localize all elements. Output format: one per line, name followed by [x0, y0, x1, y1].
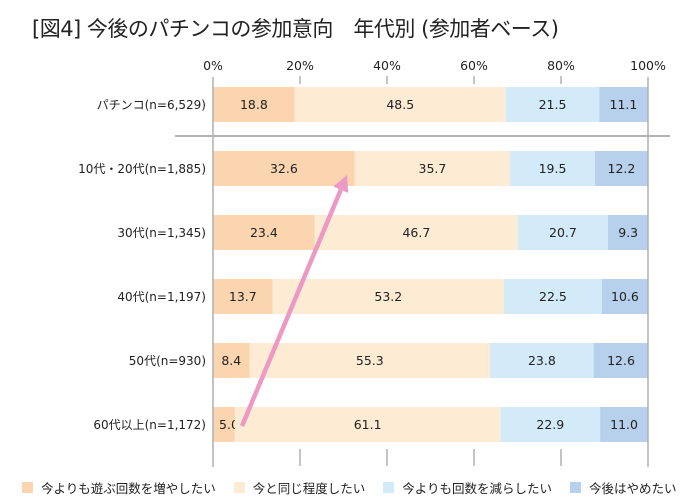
bar-segment — [490, 343, 594, 378]
value-label: 22.5 — [539, 289, 567, 304]
legend-swatch — [383, 482, 395, 493]
bar-segment — [600, 407, 648, 442]
legend: 今よりも遊ぶ回数を増やしたい 今と同じ程度したい 今よりも回数を減らしたい 今後はやめ… — [22, 478, 677, 497]
bar-segment — [213, 343, 250, 378]
category-label: 40代(n=1,197) — [117, 290, 206, 304]
legend-swatch — [570, 482, 582, 493]
bar-segment — [213, 215, 315, 250]
value-label: 10.6 — [611, 289, 639, 304]
legend-item: 今よりも回数を減らしたい — [383, 478, 552, 497]
x-tick-label: 0% — [203, 58, 223, 73]
bar-segment — [213, 279, 273, 314]
value-label: 21.5 — [539, 97, 567, 112]
value-label: 12.6 — [607, 353, 635, 368]
value-label: 18.8 — [240, 97, 268, 112]
value-label: 11.1 — [610, 97, 638, 112]
x-tick-label: 60% — [460, 58, 488, 73]
x-tick-label: 20% — [286, 58, 314, 73]
bar-segment — [294, 87, 506, 122]
bar-segment — [607, 215, 649, 250]
bar-segment — [517, 215, 608, 250]
legend-item: 今後はやめたい — [570, 478, 677, 497]
bar-segment — [249, 343, 491, 378]
value-label: 9.3 — [618, 225, 638, 240]
value-label: 55.3 — [356, 353, 384, 368]
legend-label: 今よりも遊ぶ回数を増やしたい — [41, 481, 216, 496]
arrow-head — [333, 175, 349, 193]
x-axis-bottom — [299, 449, 562, 466]
value-label: 11.0 — [610, 417, 638, 432]
value-label: 20.7 — [549, 225, 577, 240]
legend-item: 今よりも遊ぶ回数を増やしたい — [22, 478, 216, 497]
legend-item: 今と同じ程度したい — [233, 478, 366, 497]
category-label: 30代(n=1,345) — [117, 226, 206, 240]
trend-arrow — [239, 175, 349, 427]
value-label: 22.9 — [536, 417, 564, 432]
category-label: 60代以上(n=1,172) — [93, 418, 206, 432]
bar-segment — [599, 87, 648, 122]
bars: 18.8 48.5 21.5 11.1 32.6 35.7 19.5 12.2 23.4 46.7… — [213, 87, 649, 442]
x-tick-label: 40% — [373, 58, 401, 73]
value-label: 35.7 — [419, 161, 447, 176]
value-label: 19.5 — [539, 161, 567, 176]
bar-segment — [234, 407, 501, 442]
bar-segment — [272, 279, 505, 314]
value-label: 5.0 — [219, 417, 239, 432]
x-tick-label: 80% — [547, 58, 575, 73]
legend-label: 今後はやめたい — [589, 481, 677, 496]
legend-label: 今と同じ程度したい — [252, 481, 366, 496]
bar-segment — [213, 151, 355, 186]
chart-title: [図4] 今後のパチンコの参加意向 年代別 (参加者ベース) — [32, 17, 559, 41]
category-label: 10代・20代(n=1,885) — [78, 162, 206, 176]
bar-segment — [500, 407, 601, 442]
x-tick-label: 100% — [630, 58, 666, 73]
value-label: 46.7 — [402, 225, 430, 240]
bar-segment — [601, 279, 648, 314]
bar-segment — [354, 151, 511, 186]
category-label: 50代(n=930) — [129, 354, 206, 368]
bar-segment — [314, 215, 518, 250]
row-labels: パチンコ(n=6,529) 10代・20代(n=1,885) 30代(n=1,345… — [78, 98, 206, 432]
legend-label: 今よりも回数を減らしたい — [402, 481, 553, 496]
bar-segment — [594, 151, 648, 186]
value-label: 12.2 — [608, 161, 636, 176]
arrow-shaft — [239, 188, 343, 427]
bar-segment — [504, 279, 602, 314]
category-label: パチンコ(n=6,529) — [97, 98, 206, 112]
legend-swatch — [233, 482, 245, 493]
value-label: 48.5 — [386, 97, 414, 112]
bar-segment — [510, 151, 595, 186]
bar-segment — [593, 343, 649, 378]
bar-segment — [213, 407, 235, 442]
value-label: 23.8 — [528, 353, 556, 368]
value-label: 23.4 — [250, 225, 278, 240]
bar-segment — [213, 87, 295, 122]
legend-swatch — [22, 482, 33, 493]
value-label: 61.1 — [354, 417, 382, 432]
x-axis-top: 0% 20% 40% 60% 80% 100% — [203, 58, 666, 84]
value-label: 53.2 — [374, 289, 402, 304]
value-label: 13.7 — [229, 289, 257, 304]
bar-segment — [505, 87, 600, 122]
value-label: 32.6 — [270, 161, 298, 176]
value-label: 8.4 — [221, 353, 241, 368]
